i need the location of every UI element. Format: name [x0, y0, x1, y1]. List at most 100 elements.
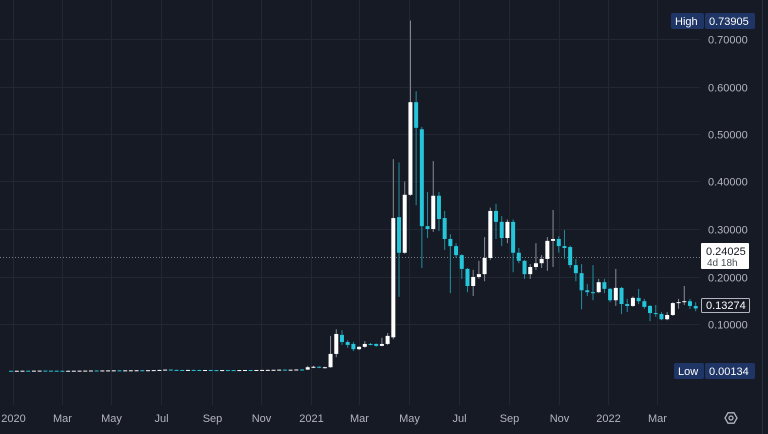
candle-body: [693, 305, 698, 309]
x-tick-label: Mar: [53, 413, 72, 425]
candle-body: [248, 370, 253, 372]
candle-down: [174, 369, 179, 371]
candle-down: [425, 191, 430, 239]
candle-down: [339, 330, 344, 345]
candle-body: [397, 217, 402, 253]
candle-up: [682, 286, 687, 305]
candle-up: [533, 243, 538, 270]
candle-body: [294, 369, 299, 371]
candle-up: [71, 370, 76, 372]
candle-body: [545, 240, 550, 259]
candle-body: [9, 370, 14, 372]
candle-down: [180, 369, 185, 371]
candle-body: [551, 238, 556, 241]
candle-up: [106, 370, 111, 372]
candle-body: [339, 334, 344, 343]
candle-up: [100, 370, 105, 372]
candle-body: [123, 370, 128, 372]
marker-price-value: 0.24025: [706, 246, 746, 258]
x-tick-label: May: [101, 413, 122, 425]
candle-body: [220, 370, 225, 372]
candle-down: [459, 254, 464, 279]
low-value: 0.00134: [709, 366, 749, 378]
candle-body: [288, 369, 293, 371]
candle-body: [43, 370, 48, 372]
candle-down: [465, 267, 470, 293]
candle-up: [676, 298, 681, 309]
y-tick-label: 0.60000: [708, 83, 748, 95]
candle-body: [322, 367, 327, 369]
high-label: High: [675, 16, 698, 28]
candle-down: [345, 340, 350, 348]
high-value: 0.73905: [709, 16, 749, 28]
candle-up: [408, 20, 413, 196]
candle-up: [311, 365, 316, 369]
candle-body: [185, 369, 190, 371]
candle-down: [648, 305, 653, 322]
candle-body: [231, 370, 236, 372]
candle-up: [630, 296, 635, 307]
candle-body: [653, 313, 658, 315]
candle-up: [88, 370, 93, 372]
candle-down: [9, 370, 14, 372]
candle-up: [305, 365, 310, 371]
candle-body: [71, 370, 76, 372]
candle-body: [214, 370, 219, 372]
candle-up: [237, 370, 242, 372]
candle-body: [385, 335, 390, 344]
y-tick-label: 0.20000: [708, 273, 748, 285]
candle-body: [26, 370, 31, 372]
candle-body: [254, 369, 259, 371]
gear-icon[interactable]: [724, 412, 738, 424]
candle-up: [185, 369, 190, 371]
candle-up: [539, 255, 544, 268]
candle-down: [625, 298, 630, 313]
candle-up: [488, 207, 493, 260]
candle-body: [436, 195, 441, 220]
y-tick-label: 0.10000: [708, 320, 748, 332]
candle-up: [357, 346, 362, 351]
candle-down: [636, 288, 641, 305]
candle-body: [448, 238, 453, 247]
candle-up: [265, 369, 270, 371]
low-badge: Low 0.00134: [674, 363, 755, 379]
candle-body: [31, 370, 36, 372]
candle-down: [585, 284, 590, 296]
candle-body: [100, 370, 105, 372]
candle-body: [556, 238, 561, 247]
candle-body: [414, 102, 419, 128]
candle-up: [288, 369, 293, 371]
x-tick-label: Jul: [452, 413, 466, 425]
candle-body: [568, 247, 573, 266]
candle-down: [54, 370, 59, 372]
time-axis[interactable]: 2020 Mar May Jul Sep Nov 2021 Mar May Jul Sep Nov 20…: [1, 413, 667, 425]
candle-up: [66, 370, 71, 372]
candle-down: [642, 298, 647, 309]
candle-body: [602, 282, 607, 289]
candle-down: [300, 369, 305, 371]
candle-body: [225, 370, 230, 372]
candle-up: [545, 237, 550, 271]
candle-up: [271, 369, 276, 371]
candle-body: [66, 370, 71, 372]
y-tick-label: 0.50000: [708, 130, 748, 142]
candle-down: [687, 298, 692, 309]
candle-up: [277, 369, 282, 371]
candle-up: [220, 370, 225, 372]
candle-body: [54, 370, 59, 372]
price-axis[interactable]: 0.10000 0.20000 0.30000 0.40000 0.50000 0.600…: [708, 35, 748, 332]
candle-body: [573, 265, 578, 274]
candle-body: [488, 210, 493, 258]
candle-body: [317, 366, 322, 368]
candle-body: [476, 274, 481, 277]
candle-body: [117, 370, 122, 372]
candle-body: [362, 343, 367, 347]
candle-down: [419, 126, 424, 268]
candle-up: [123, 370, 128, 372]
candle-down: [573, 258, 578, 282]
candle-down: [214, 369, 219, 372]
candle-body: [300, 369, 305, 371]
candle-up: [334, 329, 339, 358]
